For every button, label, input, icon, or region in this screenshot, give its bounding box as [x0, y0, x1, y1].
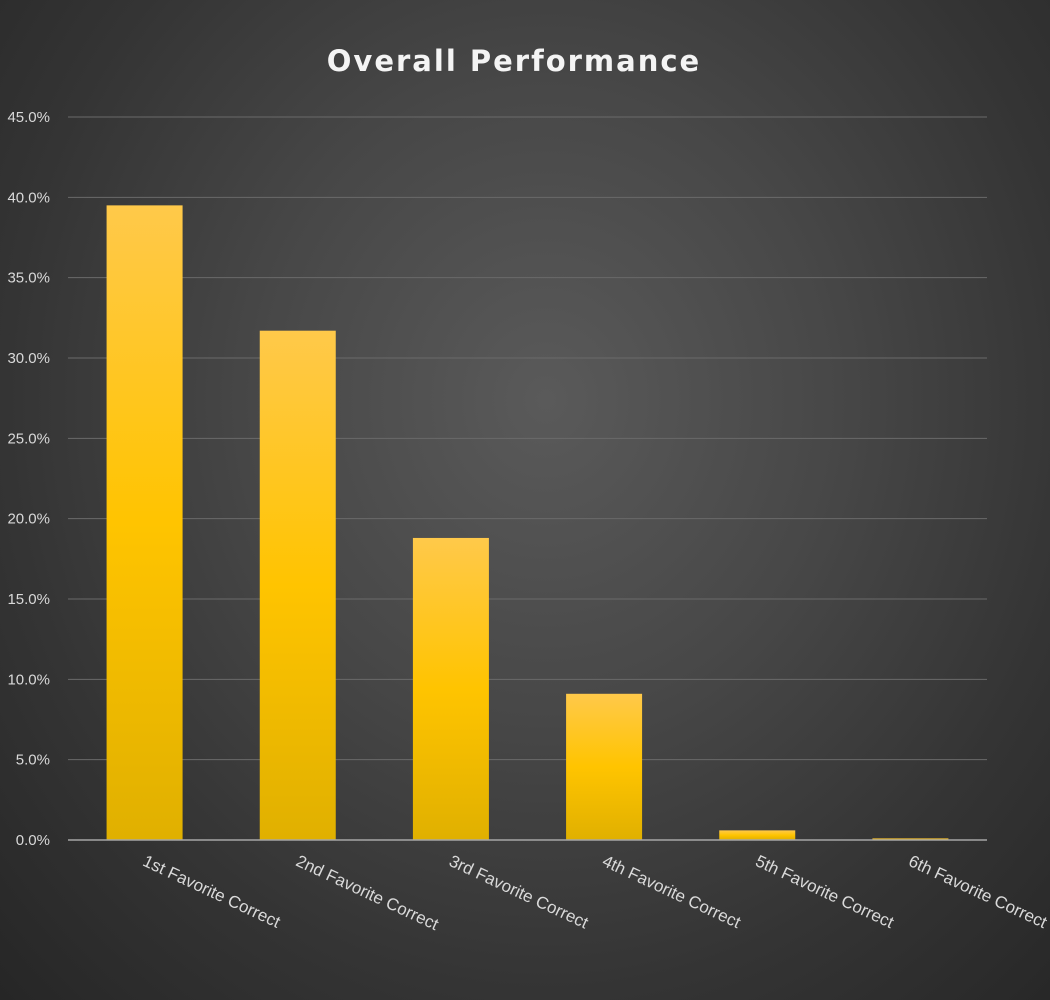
- bars: [106, 205, 949, 840]
- bar: [566, 693, 643, 840]
- y-tick-label: 20.0%: [7, 511, 50, 528]
- y-tick-label: 40.0%: [7, 189, 50, 206]
- gridlines: [68, 116, 987, 761]
- bar: [106, 205, 183, 840]
- y-tick-label: 45.0%: [7, 109, 50, 126]
- y-tick-label: 10.0%: [7, 671, 50, 688]
- x-tick-label: 4th Favorite Correct: [599, 851, 743, 932]
- y-tick-label: 35.0%: [7, 270, 50, 287]
- bar: [259, 330, 336, 840]
- x-tick-label: 5th Favorite Correct: [753, 851, 897, 932]
- x-tick-label: 2nd Favorite Correct: [293, 851, 442, 934]
- y-tick-label: 15.0%: [7, 591, 50, 608]
- bar: [719, 830, 796, 840]
- x-axis-ticks: 1st Favorite Correct 2nd Favorite Correct…: [140, 851, 1050, 934]
- x-tick-label: 6th Favorite Correct: [906, 851, 1050, 932]
- y-tick-label: 25.0%: [7, 430, 50, 447]
- bar: [412, 537, 489, 840]
- x-tick-label: 1st Favorite Correct: [140, 851, 284, 931]
- y-axis-ticks: 0.0% 5.0% 10.0% 15.0% 20.0% 25.0% 30.0% 35.0% 40…: [7, 109, 50, 849]
- y-tick-label: 0.0%: [16, 832, 50, 849]
- y-tick-label: 30.0%: [7, 350, 50, 367]
- y-tick-label: 5.0%: [16, 752, 50, 769]
- bar: [872, 838, 949, 840]
- x-tick-label: 3rd Favorite Correct: [446, 851, 591, 932]
- chart-title: Overall Performance: [327, 44, 701, 78]
